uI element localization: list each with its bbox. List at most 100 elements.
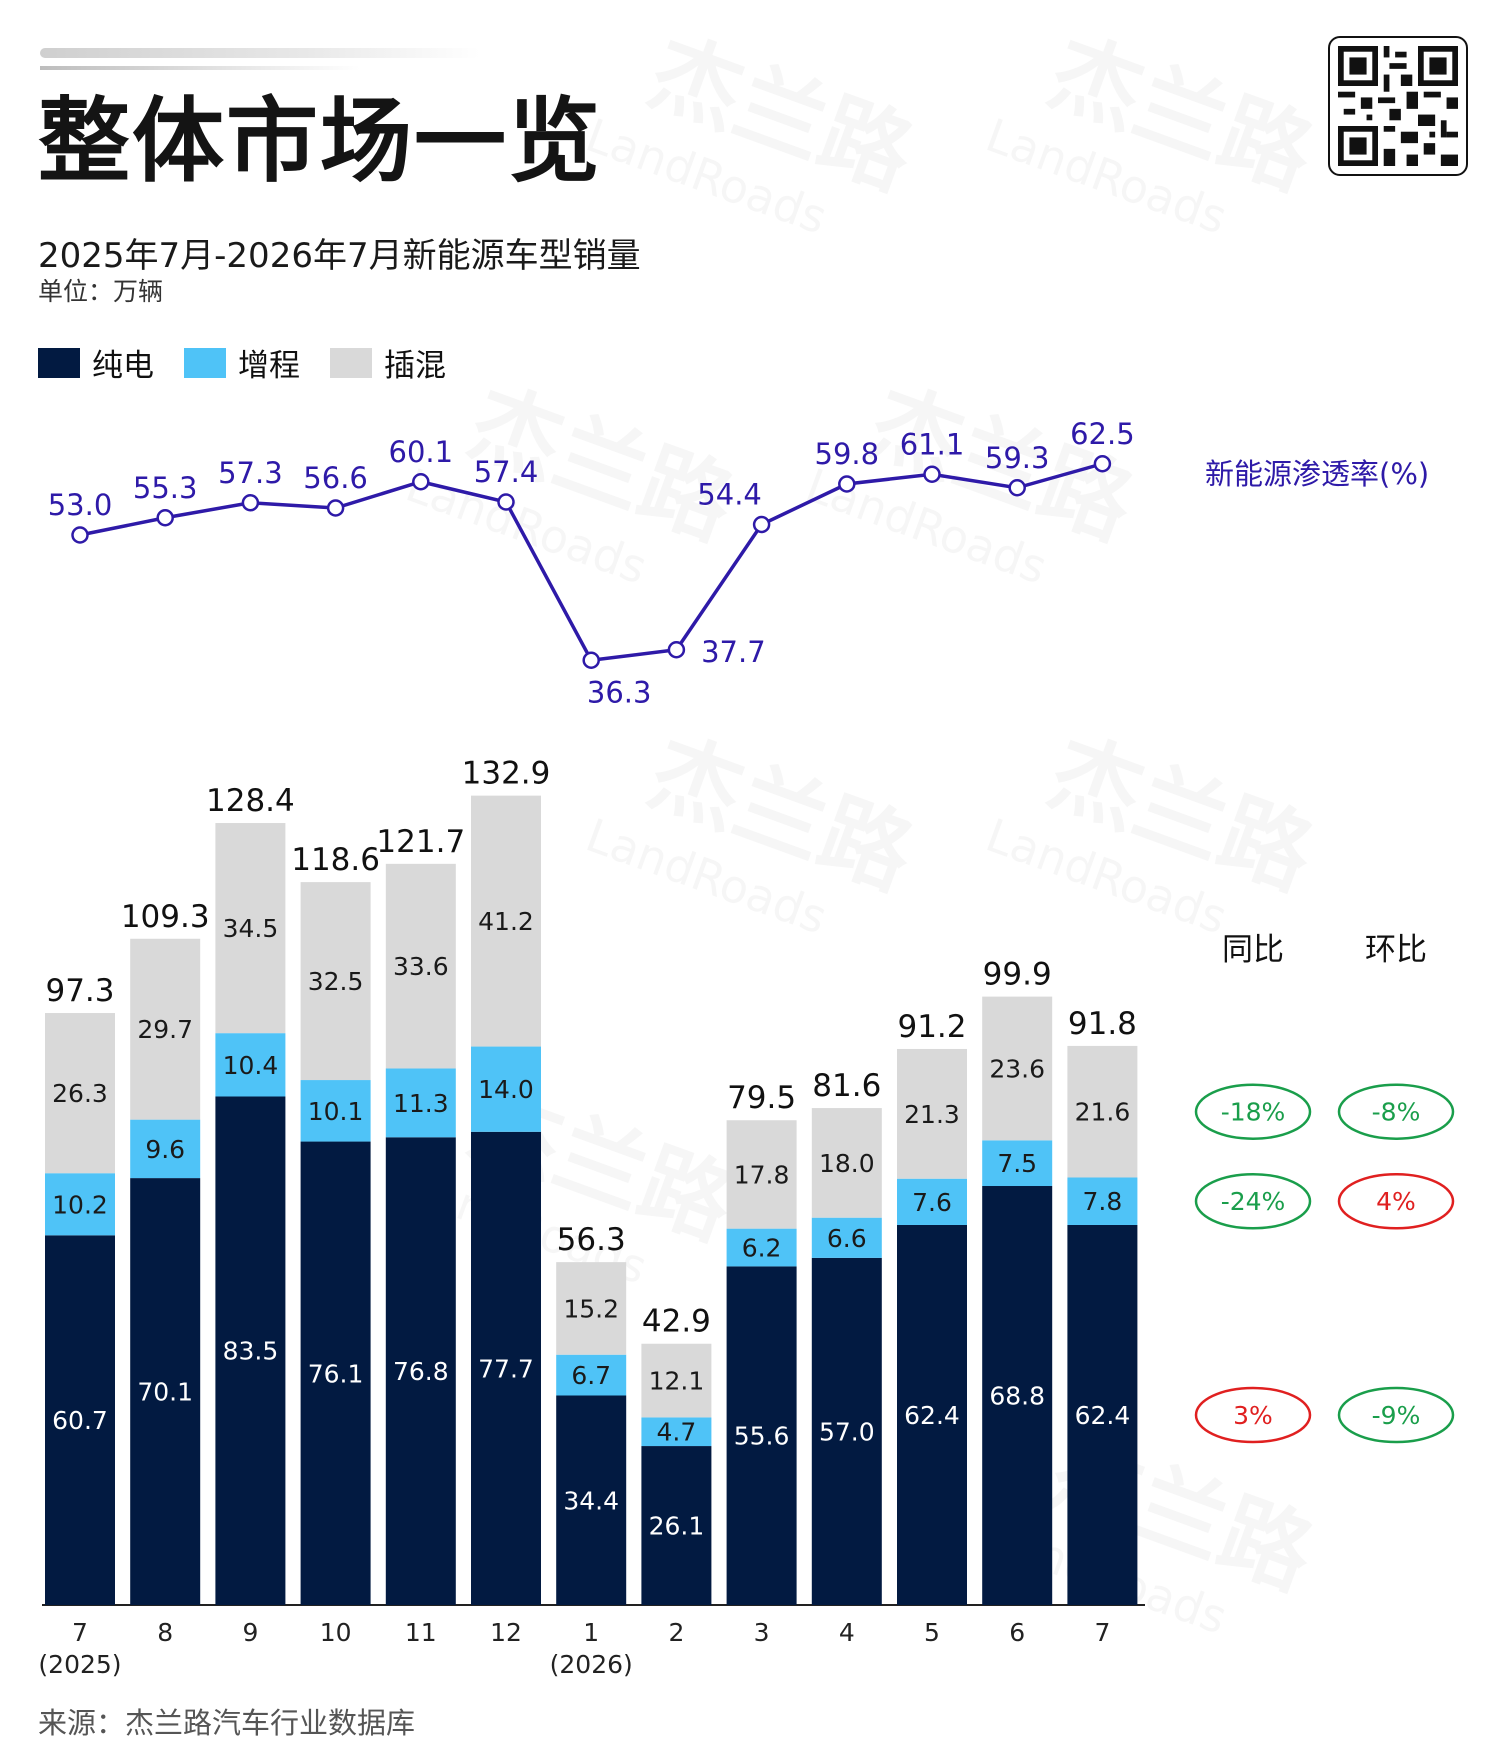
penetration-value-label: 53.0 <box>48 488 113 522</box>
bar-segment-bev <box>982 1186 1053 1605</box>
bar-segment-phev <box>641 1343 712 1418</box>
bar-segment-label: 68.8 <box>989 1382 1045 1411</box>
x-tick-label: 4 <box>839 1618 855 1647</box>
penetration-point <box>838 475 856 493</box>
bar-segment-label: 62.4 <box>904 1401 960 1430</box>
bar-segment-label: 34.5 <box>223 914 279 943</box>
bar-segment-erev <box>300 1080 371 1142</box>
mom-value: -9% <box>1372 1401 1421 1430</box>
mom-badge <box>1337 1172 1455 1230</box>
penetration-value-label: 57.4 <box>474 455 539 489</box>
bar-segment-label: 6.7 <box>571 1361 611 1390</box>
bar-segment-bev <box>1067 1224 1138 1605</box>
bar-total-label: 56.3 <box>557 1222 626 1258</box>
bar-segment-label: 60.7 <box>52 1406 108 1435</box>
bar-segment-bev <box>45 1235 115 1605</box>
bar-segment-label: 7.8 <box>1083 1187 1123 1216</box>
bar-segment-label: 26.3 <box>52 1079 108 1108</box>
bar-segment-erev <box>1067 1177 1138 1225</box>
bar-segment-bev <box>471 1131 541 1605</box>
bar-segment-label: 18.0 <box>819 1149 875 1178</box>
mom-badge <box>1337 1083 1455 1140</box>
yoy-value: 3% <box>1233 1401 1273 1430</box>
bar-segment-label: 6.2 <box>742 1234 782 1263</box>
source-note: 来源：杰兰路汽车行业数据库 <box>38 1706 416 1740</box>
bar-segment-label: 76.1 <box>308 1359 364 1388</box>
x-tick-label: 2 <box>668 1618 684 1647</box>
x-tick-label: 5 <box>924 1618 940 1647</box>
bar-segment-label: 11.3 <box>393 1089 449 1118</box>
bar-segment-label: 76.8 <box>393 1357 449 1386</box>
penetration-point <box>923 465 941 483</box>
bar-segment-label: 55.6 <box>734 1422 790 1451</box>
bar-segment-label: 83.5 <box>223 1337 279 1366</box>
penetration-value-label: 59.8 <box>815 437 880 471</box>
page-title: 整体市场一览 <box>38 88 603 195</box>
yoy-badge <box>1194 1386 1312 1444</box>
bar-segment-bev <box>300 1141 371 1605</box>
x-tick-label: 3 <box>754 1618 770 1647</box>
bar-segment-phev <box>45 1013 115 1174</box>
bar-segment-phev <box>215 823 286 1034</box>
bar-total-label: 91.8 <box>1068 1006 1137 1042</box>
decorative-bar <box>40 48 480 58</box>
penetration-point <box>412 473 430 491</box>
yoy-header: 同比 <box>1222 932 1284 968</box>
penetration-value-label: 59.3 <box>985 441 1050 475</box>
bar-segment-erev <box>385 1068 456 1138</box>
bar-segment-label: 21.3 <box>904 1100 960 1129</box>
bar-segment-label: 10.4 <box>223 1051 279 1080</box>
bar-total-label: 128.4 <box>206 783 295 819</box>
bar-total-label: 91.2 <box>897 1009 966 1045</box>
penetration-point <box>582 651 600 669</box>
bar-segment-label: 41.2 <box>478 907 534 936</box>
qr-code-icon <box>1328 36 1468 176</box>
bar-segment-bev <box>641 1446 712 1605</box>
legend-item-bev: 纯电 <box>38 340 154 385</box>
yoy-badge <box>1194 1083 1312 1140</box>
bar-segment-phev <box>556 1262 627 1355</box>
bar-segment-label: 62.4 <box>1075 1401 1131 1430</box>
bar-total-label: 121.7 <box>376 824 465 860</box>
mom-value: 4% <box>1376 1187 1416 1216</box>
penetration-value-label: 36.3 <box>587 675 652 709</box>
bar-segment-label: 6.6 <box>827 1224 867 1253</box>
bar-segment-label: 57.0 <box>819 1417 875 1446</box>
legend-label: 插混 <box>384 348 446 384</box>
bar-segment-label: 7.6 <box>912 1188 952 1217</box>
bar-segment-erev <box>726 1228 797 1267</box>
bar-segment-phev <box>897 1048 967 1179</box>
bar-total-label: 42.9 <box>642 1304 711 1340</box>
x-year-label: (2025) <box>38 1650 121 1679</box>
legend: 纯电 增程 插混 <box>38 340 446 385</box>
x-tick-label: 11 <box>405 1618 437 1647</box>
bar-segment-label: 34.4 <box>563 1486 619 1515</box>
bar-segment-erev <box>897 1178 967 1225</box>
legend-item-erev: 增程 <box>184 340 300 385</box>
penetration-point <box>156 509 174 527</box>
penetration-point <box>752 515 771 534</box>
decorative-bar <box>40 66 360 70</box>
x-tick-label: 7 <box>72 1618 88 1647</box>
bar-segment-bev <box>130 1178 201 1605</box>
penetration-value-label: 60.1 <box>389 435 454 469</box>
unit-label: 单位：万辆 <box>38 277 164 306</box>
penetration-line <box>79 462 1103 663</box>
penetration-value-label: 61.1 <box>900 427 965 461</box>
bar-segment-phev <box>726 1120 797 1229</box>
x-tick-label: 6 <box>1009 1618 1025 1647</box>
bar-segment-label: 23.6 <box>989 1054 1045 1083</box>
bar-segment-erev <box>556 1354 627 1396</box>
x-tick-label: 9 <box>242 1618 258 1647</box>
bar-total-label: 99.9 <box>983 957 1052 993</box>
bar-total-label: 132.9 <box>462 756 551 792</box>
bar-total-label: 81.6 <box>812 1068 881 1104</box>
penetration-value-label: 37.7 <box>701 635 766 669</box>
bar-segment-erev <box>982 1140 1053 1187</box>
bar-segment-label: 70.1 <box>137 1378 193 1407</box>
x-tick-label: 7 <box>1094 1618 1110 1647</box>
bar-segment-phev <box>1067 1045 1138 1178</box>
penetration-value-label: 54.4 <box>697 478 762 512</box>
bar-segment-label: 32.5 <box>308 967 364 996</box>
